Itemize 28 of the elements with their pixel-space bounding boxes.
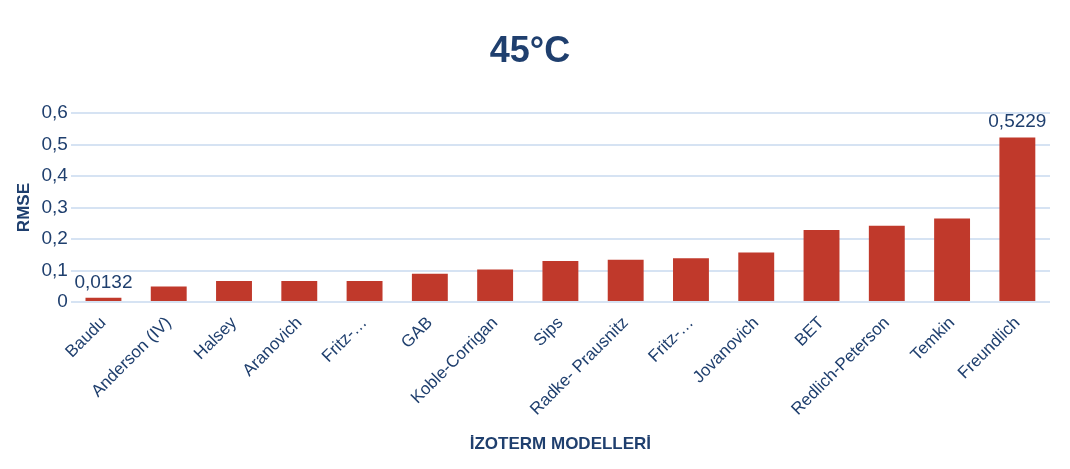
y-tick-label: 0,4 <box>41 164 69 186</box>
bar <box>673 258 709 301</box>
chart-title: 45°C <box>489 28 571 70</box>
y-tick-label: 0,5 <box>41 132 68 154</box>
y-tick-label: 0,6 <box>41 101 68 123</box>
y-axis-title: RMSE <box>13 183 33 233</box>
bar <box>999 137 1036 301</box>
y-tick-label: 0,3 <box>41 195 68 217</box>
bar <box>477 269 514 301</box>
bar <box>868 225 905 301</box>
bar <box>216 280 252 301</box>
y-tick-label: 0,1 <box>41 258 68 280</box>
bar <box>346 280 383 301</box>
y-tick-label: 0 <box>57 290 68 312</box>
data-label: 0,0132 <box>74 270 133 292</box>
bar <box>803 229 840 301</box>
data-label: 0,5229 <box>988 110 1047 132</box>
bar <box>281 280 318 301</box>
bar <box>150 286 187 301</box>
bar <box>542 261 579 301</box>
bar <box>934 218 971 301</box>
x-axis-title: İZOTERM MODELLERİ <box>469 434 652 454</box>
bar <box>607 259 644 301</box>
bar <box>738 252 775 301</box>
bar <box>85 297 122 301</box>
bar <box>411 273 448 301</box>
y-tick-label: 0,2 <box>41 227 68 249</box>
x-tick-label: Sips <box>529 312 567 350</box>
